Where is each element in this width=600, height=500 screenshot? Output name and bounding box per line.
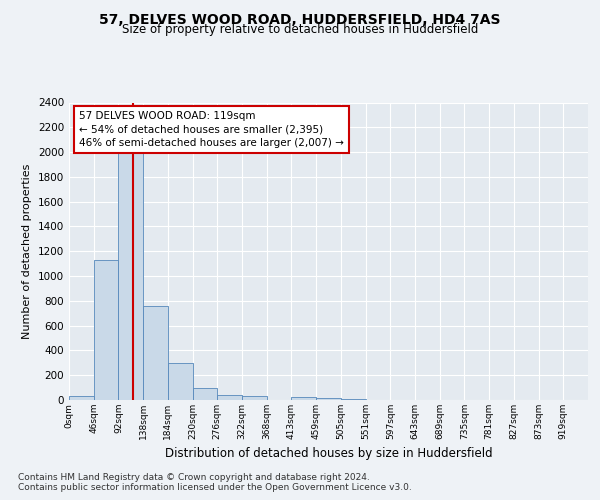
Bar [118, 152, 143, 400]
X-axis label: Distribution of detached houses by size in Huddersfield: Distribution of detached houses by size … [164, 448, 493, 460]
Bar [292, 397, 316, 400]
Bar [193, 388, 217, 400]
Y-axis label: Number of detached properties: Number of detached properties [22, 164, 32, 339]
Bar [168, 364, 193, 400]
Bar [316, 398, 341, 400]
Text: 57 DELVES WOOD ROAD: 119sqm
← 54% of detached houses are smaller (2,395)
46% of : 57 DELVES WOOD ROAD: 119sqm ← 54% of det… [79, 112, 344, 148]
Bar [217, 395, 242, 400]
Bar [69, 396, 94, 400]
Bar [143, 306, 168, 400]
Text: 57, DELVES WOOD ROAD, HUDDERSFIELD, HD4 7AS: 57, DELVES WOOD ROAD, HUDDERSFIELD, HD4 … [99, 12, 501, 26]
Bar [242, 396, 267, 400]
Text: Contains HM Land Registry data © Crown copyright and database right 2024.: Contains HM Land Registry data © Crown c… [18, 472, 370, 482]
Bar [94, 260, 118, 400]
Text: Contains public sector information licensed under the Open Government Licence v3: Contains public sector information licen… [18, 484, 412, 492]
Text: Size of property relative to detached houses in Huddersfield: Size of property relative to detached ho… [122, 22, 478, 36]
